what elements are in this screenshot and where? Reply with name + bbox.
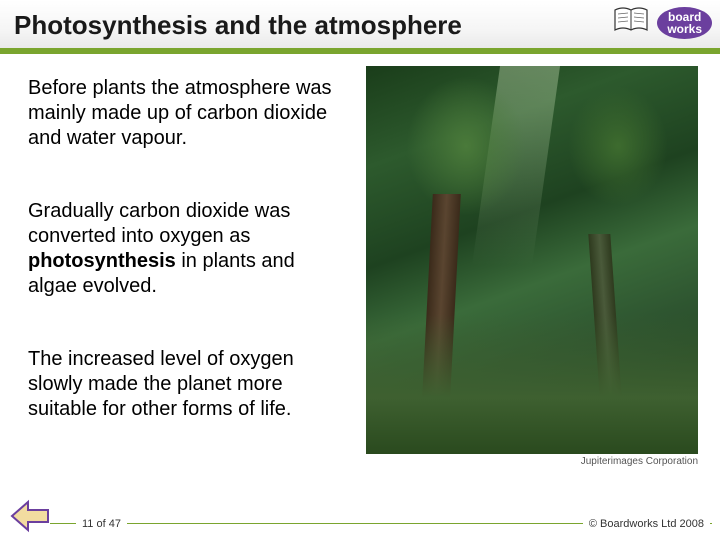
- para2-bold: photosynthesis: [28, 250, 176, 272]
- image-column: Jupiterimages Corporation: [366, 66, 698, 474]
- page-number: 11 of 47: [76, 518, 127, 530]
- header: Photosynthesis and the atmosphere board …: [0, 0, 720, 54]
- moss-ground: [366, 314, 698, 454]
- forest-image: [366, 66, 698, 454]
- para2-a: Gradually carbon dioxide was converted i…: [28, 200, 290, 247]
- logo-area: board works: [611, 4, 712, 41]
- content: Before plants the atmosphere was mainly …: [0, 54, 720, 494]
- arrow-left-icon: [12, 502, 48, 530]
- logo-text-top: board: [667, 11, 702, 23]
- book-icon: [611, 4, 651, 41]
- paragraph-1: Before plants the atmosphere was mainly …: [28, 76, 348, 151]
- logo-text-bottom: works: [667, 23, 702, 35]
- text-column: Before plants the atmosphere was mainly …: [28, 76, 348, 422]
- image-credit: Jupiterimages Corporation: [366, 454, 698, 467]
- back-button[interactable]: [8, 498, 52, 534]
- footer: 11 of 47 © Boardworks Ltd 2008: [0, 494, 720, 540]
- paragraph-2: Gradually carbon dioxide was converted i…: [28, 199, 348, 299]
- paragraph-3: The increased level of oxygen slowly mad…: [28, 347, 348, 422]
- title-underline: [0, 48, 720, 51]
- boardworks-logo: board works: [657, 7, 712, 39]
- fern-decor: [568, 86, 668, 206]
- fern-decor: [406, 76, 526, 216]
- copyright: © Boardworks Ltd 2008: [583, 518, 710, 530]
